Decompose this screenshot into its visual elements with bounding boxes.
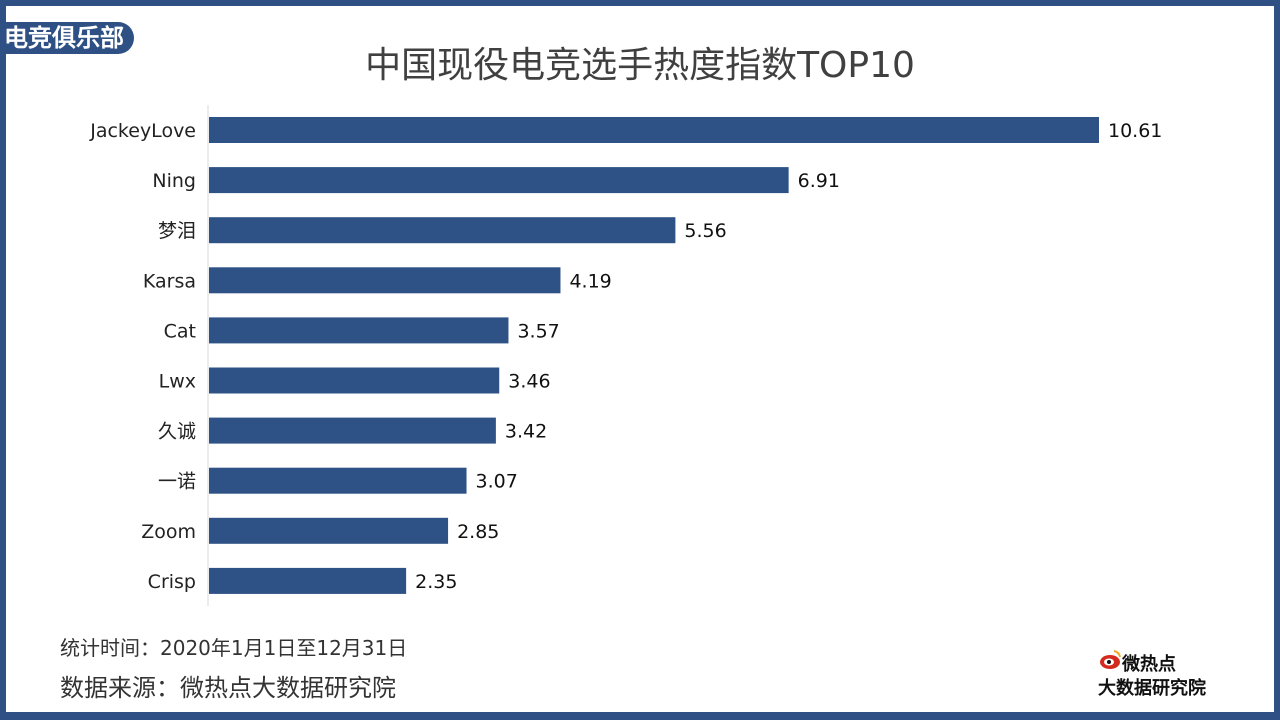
category-label: 一诺	[158, 471, 196, 493]
data-source: 数据来源：微热点大数据研究院	[60, 674, 396, 702]
statistics-period: 统计时间：2020年1月1日至12月31日	[60, 636, 408, 660]
weibo-eye-icon	[1100, 650, 1121, 669]
chart-title: 中国现役电竞选手热度指数TOP10	[365, 45, 915, 86]
logo-line1: 微热点	[1122, 654, 1176, 675]
bar	[209, 167, 789, 194]
bar	[209, 417, 496, 444]
category-label: Lwx	[159, 371, 196, 393]
category-label: 久诚	[158, 421, 196, 443]
bar	[209, 567, 407, 594]
value-label: 3.42	[505, 421, 547, 443]
value-label: 3.57	[517, 320, 559, 342]
category-label: Crisp	[148, 571, 196, 593]
value-label: 5.56	[684, 220, 726, 242]
weiredian-logo: 微热点 大数据研究院	[1098, 648, 1238, 699]
value-label: 10.61	[1108, 120, 1162, 142]
value-label: 6.91	[798, 170, 840, 192]
value-label: 4.19	[569, 270, 611, 292]
bar	[209, 117, 1099, 143]
bar	[209, 467, 467, 494]
value-label: 3.07	[476, 471, 518, 493]
category-label: Karsa	[143, 270, 196, 292]
logo-line2: 大数据研究院	[1098, 678, 1206, 699]
bar	[209, 367, 500, 394]
category-label: JackeyLove	[89, 120, 196, 142]
value-label: 2.85	[457, 521, 499, 543]
value-label: 3.46	[508, 371, 550, 393]
category-label: Ning	[152, 170, 196, 192]
bar	[209, 317, 509, 344]
category-label: 梦泪	[158, 220, 196, 242]
bar	[209, 267, 561, 294]
club-badge: 电竞俱乐部	[0, 22, 134, 54]
bar	[209, 517, 449, 544]
category-label: Zoom	[141, 521, 196, 543]
category-label: Cat	[164, 320, 196, 342]
bar	[209, 217, 676, 244]
value-label: 2.35	[415, 571, 457, 593]
